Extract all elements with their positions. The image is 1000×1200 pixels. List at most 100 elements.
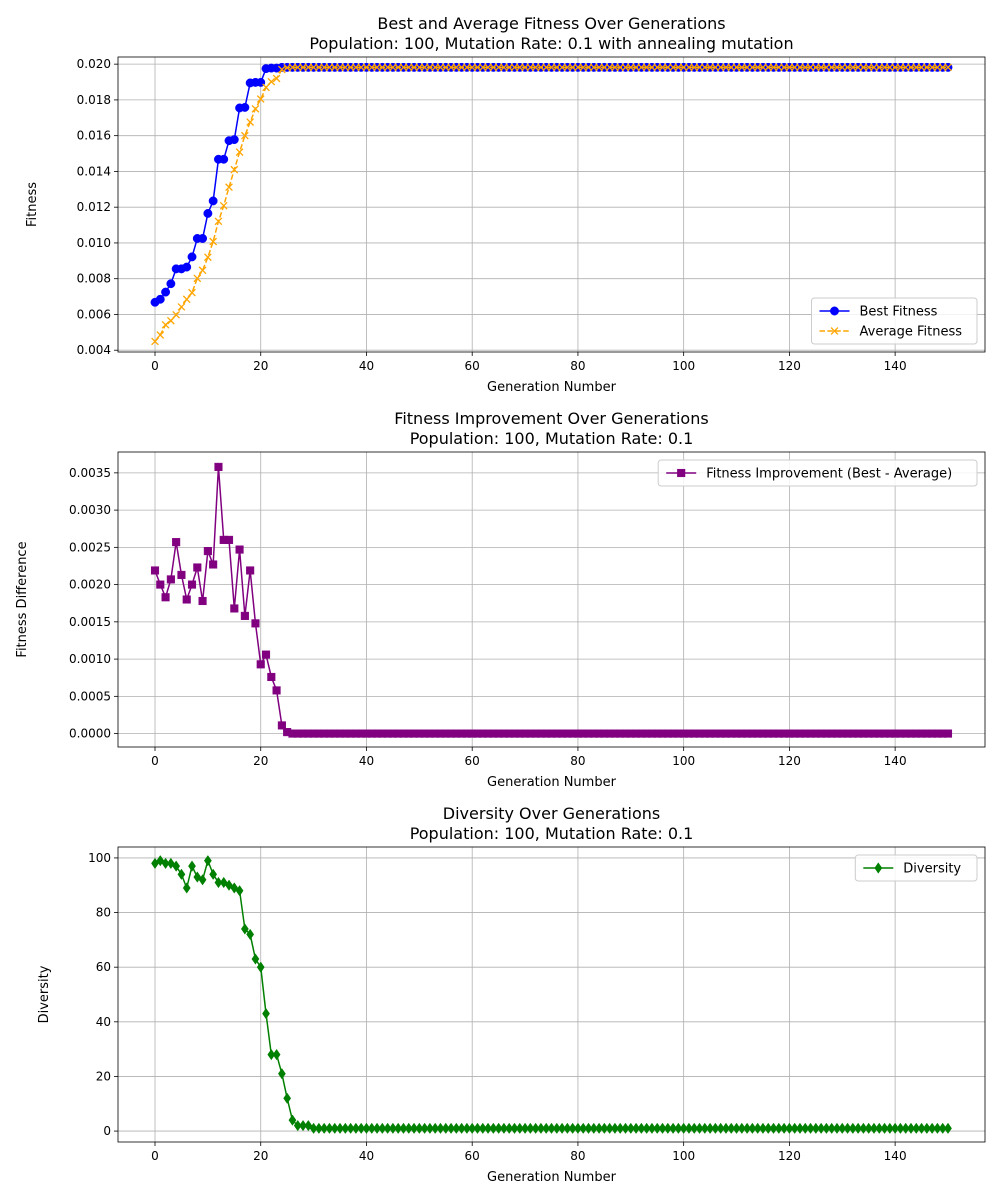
data-point	[928, 1122, 937, 1134]
data-point	[679, 1122, 688, 1134]
data-point	[399, 1122, 408, 1134]
legend-label: Best Fitness	[860, 305, 938, 320]
data-point	[801, 1122, 810, 1134]
data-point	[351, 1122, 360, 1134]
y-axis-label: Diversity	[37, 965, 52, 1023]
x-tick-label: 40	[359, 1149, 374, 1163]
data-point	[944, 63, 952, 72]
y-tick-label: 0.012	[77, 200, 111, 214]
chart-title: Diversity Over Generations	[443, 804, 660, 823]
data-point	[716, 1122, 725, 1134]
data-point	[272, 1048, 281, 1061]
data-point	[653, 1122, 662, 1134]
data-point	[669, 1122, 677, 1134]
data-point	[690, 1122, 699, 1134]
x-tick-label: 80	[570, 1149, 585, 1163]
y-tick-label: 0.016	[77, 129, 111, 143]
data-point	[515, 1122, 524, 1134]
data-point	[267, 672, 276, 682]
data-point	[838, 1122, 847, 1134]
data-point	[827, 1122, 836, 1134]
data-point	[891, 1122, 900, 1134]
data-point	[240, 923, 249, 935]
data-point	[759, 1122, 767, 1134]
legend-marker	[830, 306, 839, 316]
data-point	[277, 721, 286, 730]
data-point	[288, 1114, 297, 1126]
data-point	[272, 686, 281, 695]
data-point	[764, 1122, 773, 1134]
legend: Diversity	[854, 854, 978, 882]
chart-title: Best and Average Fitness Over Generation…	[377, 14, 725, 33]
y-tick-label: 0.0000	[69, 727, 111, 741]
x-tick-label: 60	[465, 1149, 480, 1163]
series-diversity	[151, 855, 952, 1134]
data-point	[166, 279, 176, 289]
x-tick-label: 140	[884, 754, 907, 768]
data-point	[685, 1122, 693, 1134]
data-point	[806, 1122, 815, 1134]
data-point	[198, 874, 207, 886]
y-tick-label: 40	[96, 1015, 111, 1029]
data-point	[283, 1092, 292, 1104]
y-tick-label: 100	[88, 851, 111, 865]
data-point	[642, 1122, 651, 1134]
data-point	[848, 1122, 857, 1134]
y-tick-label: 0.018	[77, 93, 111, 107]
y-tick-label: 0.0010	[69, 652, 111, 666]
legend-marker	[677, 468, 686, 478]
data-point	[885, 1122, 894, 1134]
chart-panel-2: Fitness Improvement Over GenerationsPopu…	[15, 409, 986, 790]
data-point	[256, 961, 265, 973]
x-tick-label: 120	[778, 359, 801, 373]
data-point	[743, 1122, 752, 1134]
data-point	[790, 1122, 799, 1134]
data-point	[452, 1122, 461, 1134]
data-point	[251, 953, 260, 965]
data-point	[188, 288, 196, 297]
data-point	[155, 294, 165, 304]
data-point	[156, 580, 165, 589]
data-point	[198, 234, 208, 243]
data-point	[214, 462, 223, 471]
y-tick-label: 0	[103, 1124, 111, 1138]
data-point	[246, 928, 255, 941]
data-point	[420, 1122, 429, 1134]
data-point	[261, 650, 271, 659]
data-point	[484, 1122, 492, 1134]
data-point	[388, 1122, 397, 1134]
data-point	[748, 1122, 757, 1134]
plot-frame	[117, 846, 986, 1143]
data-point	[510, 1122, 519, 1134]
data-point	[378, 1122, 387, 1134]
data-point	[584, 1122, 593, 1134]
data-point	[912, 1122, 921, 1134]
data-point	[267, 1048, 276, 1061]
data-point	[309, 1122, 318, 1134]
data-point	[240, 102, 250, 112]
data-point	[198, 596, 207, 606]
data-point	[843, 1122, 852, 1134]
data-point	[161, 857, 170, 870]
data-point	[256, 95, 265, 103]
data-point	[214, 217, 223, 226]
data-point	[246, 566, 255, 575]
x-tick-label: 60	[465, 359, 480, 373]
data-point	[198, 266, 207, 275]
data-point	[219, 154, 229, 164]
y-tick-label: 0.0015	[69, 615, 111, 629]
plot-frame	[117, 451, 986, 748]
data-point	[854, 1122, 863, 1134]
x-tick-label: 0	[151, 1149, 159, 1163]
data-point	[415, 1122, 424, 1134]
data-point	[235, 885, 244, 897]
data-point	[293, 1119, 302, 1132]
data-point	[574, 1122, 582, 1134]
data-point	[907, 1122, 915, 1134]
data-point	[521, 1122, 529, 1134]
data-point	[341, 1122, 350, 1134]
data-point	[780, 1122, 789, 1134]
chart-title: Fitness Improvement Over Generations	[394, 409, 708, 428]
data-point	[441, 1122, 450, 1134]
data-point	[299, 1119, 307, 1132]
